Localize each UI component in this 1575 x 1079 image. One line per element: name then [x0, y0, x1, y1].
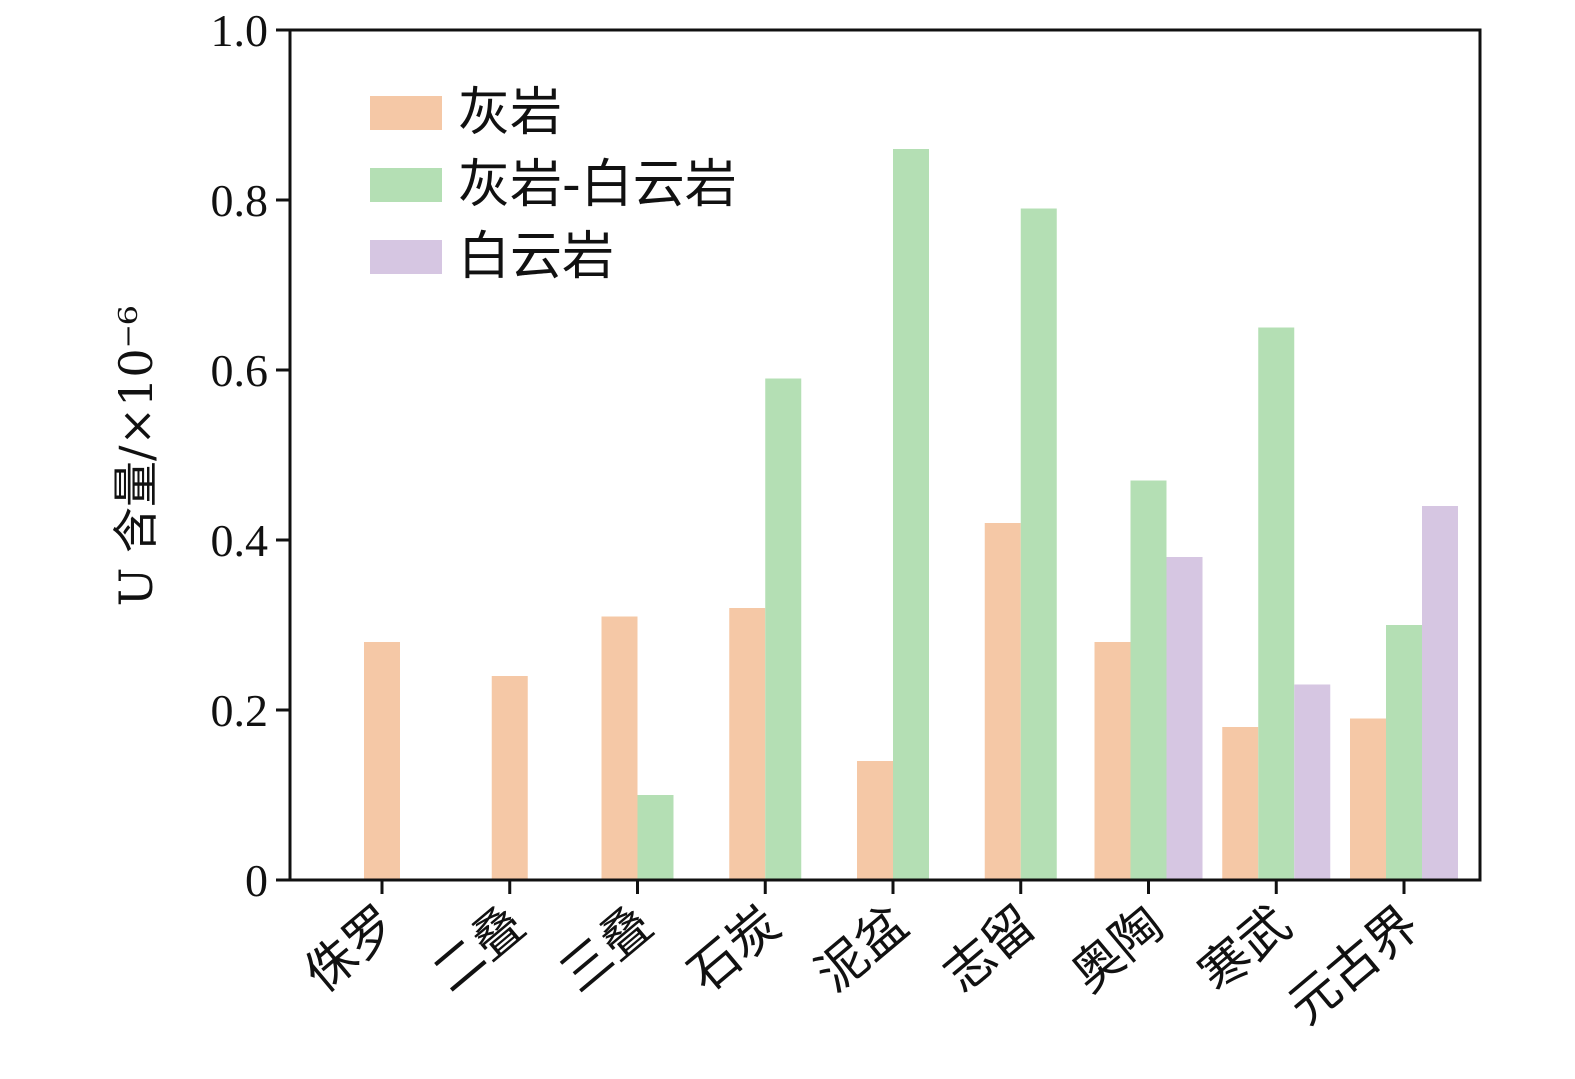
bar-灰岩-侏罗: [364, 642, 400, 880]
legend-label: 白云岩: [458, 227, 614, 287]
bar-灰岩-白云岩-三叠: [637, 795, 674, 880]
bar-灰岩-石炭: [729, 608, 766, 880]
bar-白云岩-奥陶: [1166, 557, 1203, 880]
bar-灰岩-白云岩-泥盆: [893, 149, 929, 880]
bar-灰岩-白云岩-元古界: [1386, 625, 1422, 880]
x-tick-label: 奥陶: [1060, 895, 1174, 1004]
bar-灰岩-白云岩-奥陶: [1130, 480, 1167, 880]
bar-灰岩-白云岩-寒武: [1258, 327, 1295, 880]
legend-label: 灰岩: [458, 83, 562, 143]
x-tick-label: 志留: [933, 895, 1047, 1004]
y-tick-label: 0.2: [211, 685, 269, 736]
bar-灰岩-三叠: [601, 616, 638, 880]
bar-灰岩-奥陶: [1094, 642, 1131, 880]
x-tick-label: 元古界: [1278, 895, 1430, 1036]
y-tick-label: 1.0: [211, 5, 269, 56]
legend-label: 灰岩-白云岩: [458, 155, 737, 215]
x-tick-label: 泥盆: [805, 895, 919, 1004]
bar-灰岩-元古界: [1350, 718, 1386, 880]
bar-灰岩-泥盆: [857, 761, 893, 880]
y-tick-label: 0.6: [211, 345, 269, 396]
bar-白云岩-寒武: [1294, 684, 1331, 880]
bar-灰岩-白云岩-志留: [1020, 208, 1057, 880]
bar-灰岩-寒武: [1222, 727, 1259, 880]
bar-灰岩-白云岩-石炭: [765, 378, 802, 880]
x-tick-label: 侏罗: [294, 895, 408, 1004]
bar-灰岩-志留: [984, 523, 1021, 880]
y-tick-label: 0.8: [211, 175, 269, 226]
legend-swatch: [370, 96, 442, 130]
x-tick-label: 二叠: [422, 895, 536, 1004]
legend-swatch: [370, 168, 442, 202]
x-tick-label: 三叠: [549, 895, 663, 1004]
y-axis-title: U 含量/×10⁻⁶: [109, 306, 163, 607]
y-axis: 0 0.2 0.4 0.6 0.8 1.0: [211, 5, 290, 906]
bar-灰岩-二叠: [491, 676, 528, 880]
y-tick-label: 0.4: [211, 515, 269, 566]
legend-swatch: [370, 240, 442, 274]
bar-白云岩-元古界: [1422, 506, 1458, 880]
plot-frame: [288, 28, 1482, 882]
y-tick-label: 0: [245, 855, 268, 906]
x-tick-label: 石炭: [677, 895, 791, 1004]
bars-layer: [364, 149, 1458, 880]
